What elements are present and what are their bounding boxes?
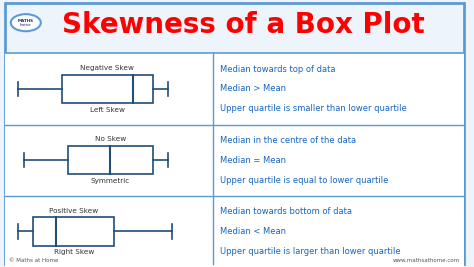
Text: Median = Mean: Median = Mean (220, 156, 286, 165)
Text: Negative Skew: Negative Skew (81, 65, 134, 71)
Text: home: home (20, 23, 32, 27)
Text: Median towards top of data: Median towards top of data (220, 65, 336, 74)
Text: www.mathsathome.com: www.mathsathome.com (392, 258, 460, 263)
Bar (68, 146, 153, 174)
Text: Upper quartile is larger than lower quartile: Upper quartile is larger than lower quar… (220, 247, 401, 256)
Text: Right Skew: Right Skew (54, 249, 94, 255)
Text: Median < Mean: Median < Mean (220, 227, 286, 236)
Bar (5, 196, 464, 267)
Text: Symmetric: Symmetric (91, 178, 130, 184)
Text: Left Skew: Left Skew (90, 107, 125, 113)
Bar (5, 53, 464, 125)
Bar (5, 125, 464, 196)
Text: Median > Mean: Median > Mean (220, 84, 286, 93)
Text: Skewness of a Box Plot: Skewness of a Box Plot (63, 11, 425, 39)
Text: © Maths at Home: © Maths at Home (9, 258, 59, 263)
Text: Median towards bottom of data: Median towards bottom of data (220, 207, 352, 216)
Circle shape (11, 14, 41, 31)
Text: Positive Skew: Positive Skew (49, 208, 98, 214)
Bar (33, 217, 114, 246)
Text: Median in the centre of the data: Median in the centre of the data (220, 136, 356, 145)
Text: No Skew: No Skew (95, 136, 126, 143)
Bar (62, 75, 153, 103)
Text: MATHS: MATHS (18, 19, 34, 23)
Text: Upper quartile is smaller than lower quartile: Upper quartile is smaller than lower qua… (220, 104, 407, 113)
Text: Upper quartile is equal to lower quartile: Upper quartile is equal to lower quartil… (220, 176, 389, 185)
